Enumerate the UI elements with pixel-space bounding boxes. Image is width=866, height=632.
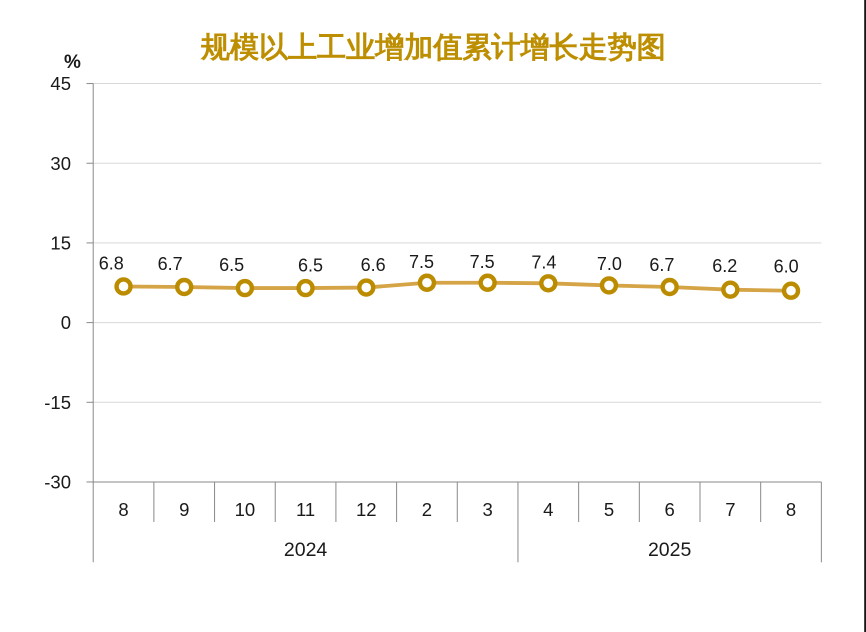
svg-text:6.5: 6.5	[219, 255, 244, 275]
svg-text:6.6: 6.6	[361, 255, 386, 275]
svg-text:6.7: 6.7	[158, 254, 183, 274]
svg-text:3: 3	[482, 499, 492, 520]
svg-text:%: %	[64, 52, 81, 73]
svg-text:6.5: 6.5	[298, 255, 323, 275]
svg-text:9: 9	[179, 499, 189, 520]
svg-text:6.8: 6.8	[99, 254, 124, 274]
svg-text:10: 10	[235, 499, 256, 520]
svg-text:7.5: 7.5	[470, 252, 495, 272]
svg-text:8: 8	[786, 499, 796, 520]
svg-text:7.4: 7.4	[531, 253, 556, 273]
svg-text:6.7: 6.7	[649, 255, 674, 275]
svg-text:6.2: 6.2	[712, 256, 737, 276]
svg-text:15: 15	[50, 232, 71, 253]
svg-text:6: 6	[665, 499, 675, 520]
svg-text:5: 5	[604, 499, 614, 520]
svg-text:2024: 2024	[284, 539, 328, 561]
svg-text:4: 4	[543, 499, 553, 520]
svg-text:2025: 2025	[648, 539, 692, 561]
svg-text:11: 11	[296, 499, 315, 520]
svg-text:45: 45	[50, 73, 71, 94]
svg-text:30: 30	[50, 153, 71, 174]
svg-text:7.0: 7.0	[597, 254, 622, 274]
svg-text:0: 0	[61, 312, 71, 333]
svg-text:8: 8	[118, 499, 128, 520]
svg-text:7.5: 7.5	[409, 252, 434, 272]
svg-text:6.0: 6.0	[774, 257, 799, 277]
svg-text:7: 7	[725, 499, 735, 520]
svg-text:-15: -15	[44, 392, 71, 413]
svg-text:12: 12	[356, 499, 377, 520]
svg-text:2: 2	[422, 499, 432, 520]
svg-text:-30: -30	[44, 472, 71, 493]
